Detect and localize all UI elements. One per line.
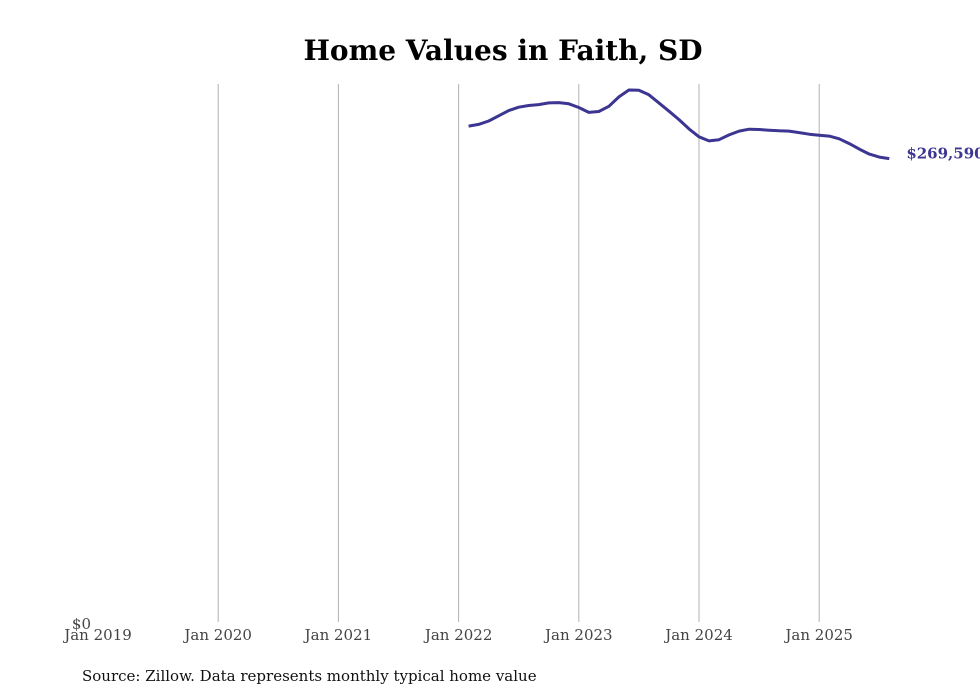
x-tick-label: Jan 2020 xyxy=(182,626,252,644)
x-tick-label: Jan 2021 xyxy=(303,626,373,644)
y-axis-ticks: $0 xyxy=(72,615,91,633)
x-tick-label: Jan 2019 xyxy=(62,626,132,644)
x-tick-label: Jan 2023 xyxy=(543,626,613,644)
x-tick-label: Jan 2022 xyxy=(423,626,493,644)
gridlines xyxy=(217,84,820,622)
x-tick-label: Jan 2024 xyxy=(663,626,733,644)
end-value-label: $269,590 xyxy=(906,145,980,163)
source-note: Source: Zillow. Data represents monthly … xyxy=(82,667,537,685)
y-tick-label: $0 xyxy=(72,615,91,633)
series-line xyxy=(468,88,890,161)
x-tick-label: Jan 2025 xyxy=(783,626,853,644)
chart-title: Home Values in Faith, SD xyxy=(303,34,702,67)
x-axis-ticks: Jan 2019 Jan 2020 Jan 2021 Jan 2022 Jan 2023… xyxy=(62,626,853,644)
